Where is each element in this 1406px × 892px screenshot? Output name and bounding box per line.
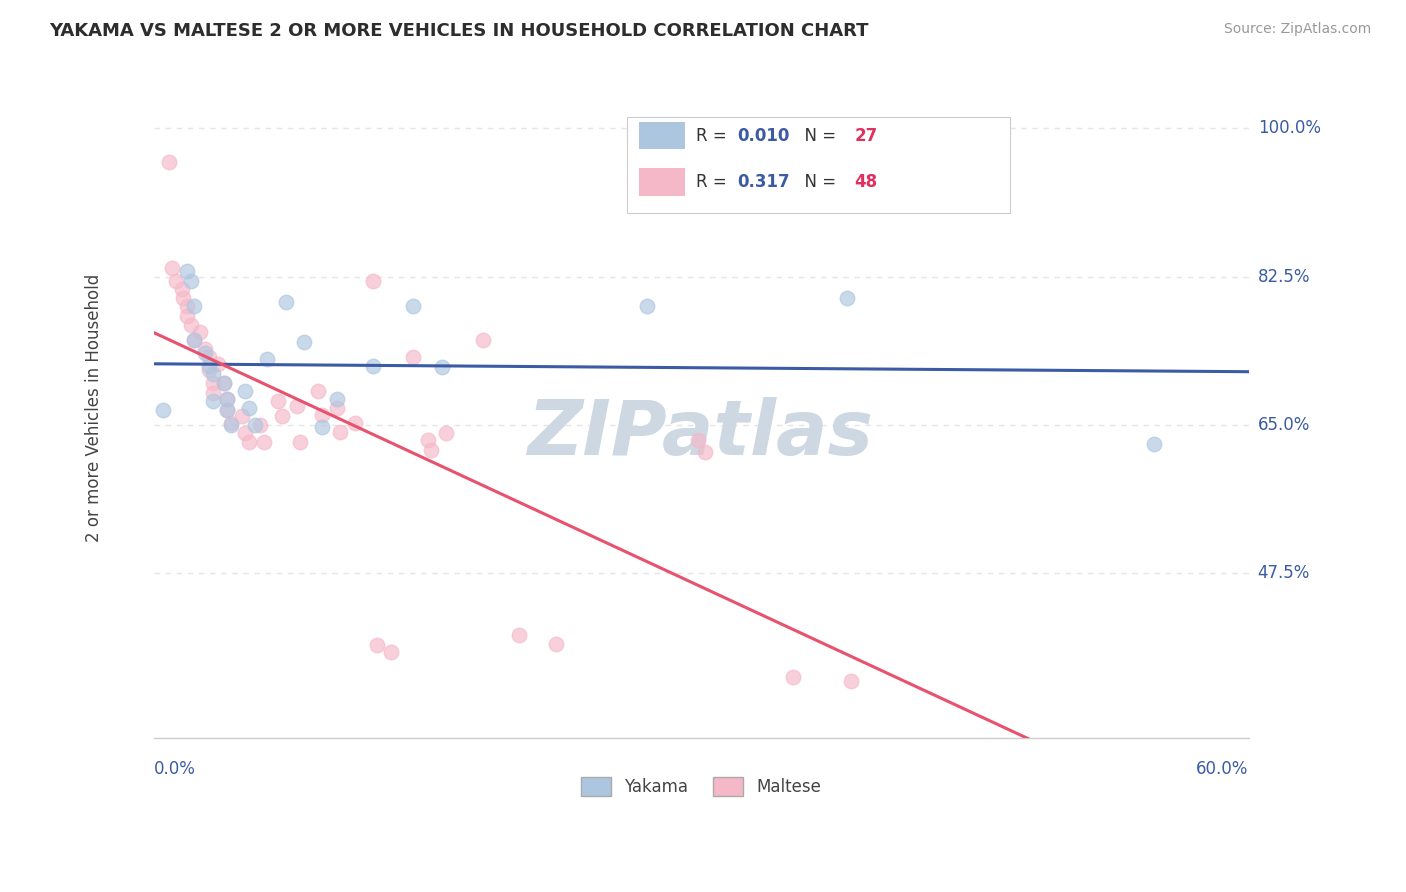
Point — [311, 419, 333, 434]
FancyBboxPatch shape — [640, 121, 685, 150]
Point — [157, 155, 180, 169]
Text: 0.0%: 0.0% — [155, 760, 195, 778]
Point — [176, 263, 198, 277]
Point — [274, 295, 297, 310]
Point — [188, 325, 211, 339]
Point — [325, 392, 347, 407]
Text: 100.0%: 100.0% — [1258, 120, 1320, 137]
Point — [839, 673, 862, 688]
Point — [176, 310, 198, 324]
Point — [686, 433, 709, 447]
Point — [544, 636, 567, 650]
Point — [243, 417, 266, 432]
Point — [212, 376, 235, 390]
Text: N =: N = — [794, 127, 842, 145]
Point — [194, 346, 217, 360]
Point — [311, 408, 333, 422]
Point — [307, 384, 329, 398]
Point — [235, 426, 257, 441]
Point — [416, 433, 439, 447]
Point — [194, 342, 217, 356]
FancyBboxPatch shape — [627, 117, 1010, 213]
Point — [201, 385, 224, 400]
Point — [380, 645, 402, 659]
Point — [343, 416, 366, 430]
Point — [201, 367, 224, 381]
Point — [434, 426, 457, 441]
Point — [172, 291, 194, 305]
Point — [231, 409, 253, 424]
Text: 0.317: 0.317 — [738, 173, 790, 191]
Text: 0.010: 0.010 — [738, 127, 790, 145]
Point — [201, 394, 224, 409]
Point — [508, 628, 530, 642]
Point — [198, 350, 221, 364]
Text: 48: 48 — [855, 173, 877, 191]
FancyBboxPatch shape — [640, 168, 685, 195]
Point — [162, 261, 184, 276]
Point — [183, 333, 205, 347]
Point — [267, 394, 290, 409]
Legend: Yakama, Maltese: Yakama, Maltese — [575, 770, 828, 803]
Point — [238, 434, 260, 449]
Point — [693, 445, 716, 459]
Point — [219, 416, 242, 430]
Text: 2 or more Vehicles in Household: 2 or more Vehicles in Household — [84, 274, 103, 542]
Point — [198, 359, 221, 373]
Text: N =: N = — [794, 173, 842, 191]
Point — [1143, 436, 1166, 450]
Point — [212, 376, 235, 390]
Point — [253, 434, 276, 449]
Text: 47.5%: 47.5% — [1258, 564, 1310, 582]
Point — [288, 434, 311, 449]
Point — [183, 333, 205, 347]
Point — [152, 402, 174, 417]
Point — [180, 318, 202, 332]
Point — [249, 417, 271, 432]
Point — [432, 360, 454, 375]
Point — [292, 334, 315, 349]
Point — [325, 401, 347, 415]
Point — [217, 392, 239, 407]
Point — [782, 670, 804, 684]
Point — [170, 282, 193, 296]
Point — [471, 333, 494, 347]
Text: R =: R = — [696, 173, 733, 191]
Point — [636, 299, 658, 313]
Point — [201, 376, 224, 390]
Point — [402, 299, 425, 313]
Text: 27: 27 — [855, 127, 877, 145]
Point — [238, 401, 260, 415]
Point — [271, 409, 294, 424]
Point — [366, 638, 388, 652]
Text: ZIPatlas: ZIPatlas — [529, 397, 875, 471]
Point — [217, 392, 239, 407]
Point — [285, 399, 308, 413]
Point — [180, 274, 202, 288]
Point — [329, 425, 352, 439]
Point — [420, 443, 443, 458]
Point — [176, 299, 198, 313]
Point — [361, 359, 384, 373]
Point — [198, 363, 221, 377]
Point — [402, 350, 425, 364]
Point — [361, 274, 384, 288]
Text: YAKAMA VS MALTESE 2 OR MORE VEHICLES IN HOUSEHOLD CORRELATION CHART: YAKAMA VS MALTESE 2 OR MORE VEHICLES IN … — [49, 22, 869, 40]
Point — [217, 402, 239, 417]
Text: R =: R = — [696, 127, 733, 145]
Text: Source: ZipAtlas.com: Source: ZipAtlas.com — [1223, 22, 1371, 37]
Point — [207, 357, 229, 371]
Text: 65.0%: 65.0% — [1258, 416, 1310, 434]
Point — [165, 274, 187, 288]
Text: 82.5%: 82.5% — [1258, 268, 1310, 285]
Point — [235, 384, 257, 398]
Point — [256, 351, 278, 366]
Point — [219, 417, 242, 432]
Point — [183, 299, 205, 313]
Text: 60.0%: 60.0% — [1197, 760, 1249, 778]
Point — [217, 402, 239, 417]
Point — [837, 291, 859, 305]
